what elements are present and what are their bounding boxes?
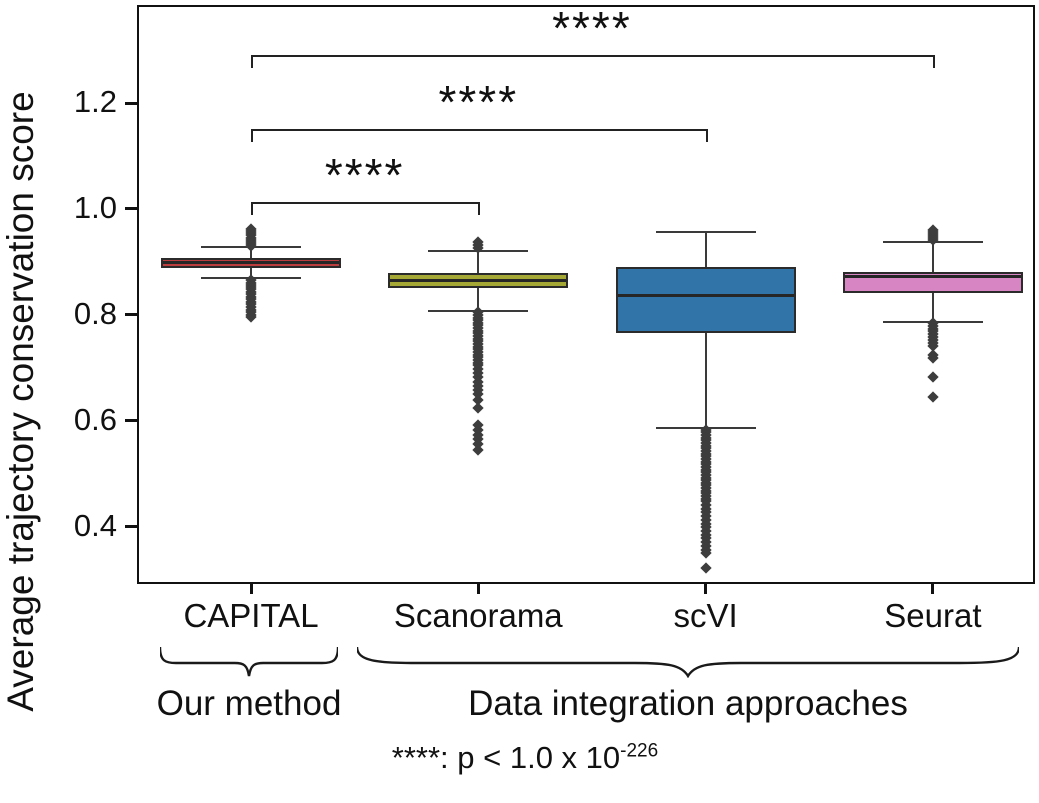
sig-bracket-line [251, 202, 479, 204]
y-tick-mark [125, 207, 137, 211]
y-tick-label: 1.2 [73, 84, 117, 119]
sig-stars: **** [552, 2, 632, 54]
median-line-capital [163, 261, 339, 265]
group-label-integration-approaches: Data integration approaches [468, 684, 908, 723]
x-tick-mark [931, 584, 935, 594]
y-tick-label: 0.4 [73, 507, 117, 543]
sig-bracket-end [478, 202, 481, 215]
x-tick-mark [476, 584, 480, 594]
sig-bracket-end [705, 128, 708, 142]
y-tick-label: 0.6 [73, 401, 117, 437]
y-tick-mark [125, 525, 137, 529]
y-tick-label: 1.0 [73, 189, 117, 225]
box-scvi [615, 267, 796, 333]
sig-bracket-end [932, 55, 935, 68]
y-tick-mark [125, 313, 137, 317]
x-tick-label-scanorama: Scanorama [393, 597, 563, 634]
sig-bracket-end [251, 202, 253, 215]
y-tick-mark [125, 101, 137, 105]
x-tick-label-scvi: scVI [673, 597, 738, 634]
median-line-scvi [617, 294, 794, 298]
pvalue-note: ****: p < 1.0 x 10-226 [265, 740, 785, 776]
x-tick-mark [704, 584, 708, 594]
median-line-scanorama [390, 279, 567, 283]
median-line-seurat [844, 275, 1021, 279]
y-tick-mark [125, 419, 137, 423]
y-tick-label: 0.8 [73, 295, 117, 331]
x-tick-mark [249, 584, 253, 594]
plot-area [137, 5, 1035, 584]
sig-stars: **** [438, 75, 519, 128]
sig-bracket-line [251, 55, 933, 57]
pvalue-exponent: -226 [620, 740, 659, 762]
whisker-cap-scvi [655, 230, 756, 233]
x-tick-label-seurat: Seurat [884, 597, 982, 634]
sig-stars: **** [324, 149, 405, 201]
sig-bracket-end [251, 128, 253, 142]
sig-bracket-line [251, 128, 706, 131]
integration-approaches-brace [357, 644, 1019, 678]
group-label-our-method: Our method [156, 684, 342, 723]
our-method-brace [160, 644, 338, 678]
sig-bracket-end [251, 55, 253, 68]
pvalue-text: ****: p < 1.0 x 10 [391, 740, 621, 775]
x-tick-label-capital: CAPITAL [183, 597, 319, 634]
